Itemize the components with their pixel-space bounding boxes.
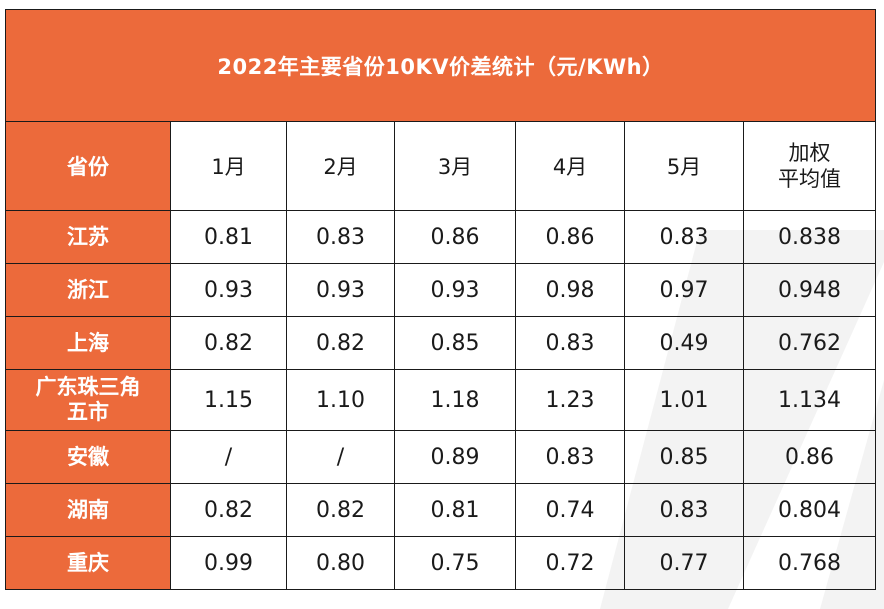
header-weighted-average: 加权 平均值 [743,121,876,211]
province-name-line1: 安徽 [67,444,109,469]
month-value-cell: 0.93 [394,263,516,317]
month-value-cell: 1.10 [286,369,395,431]
month-value-cell: 0.49 [624,316,744,370]
month-value-cell: 0.85 [394,316,516,370]
month-value-cell: 0.86 [394,210,516,264]
table-row: 重庆 0.99 0.80 0.75 0.72 0.77 0.768 [5,536,876,590]
header-month-3: 3月 [394,121,516,211]
table-row: 广东珠三角 五市 1.15 1.10 1.18 1.23 1.01 1.134 [5,369,876,431]
month-value-cell: 0.81 [170,210,287,264]
province-name-line1: 湖南 [67,497,109,522]
province-cell: 安徽 [5,430,171,484]
province-name-line1: 广东珠三角 [35,375,141,399]
month-value-cell: 0.81 [394,483,516,537]
month-value-cell: 0.99 [170,536,287,590]
province-cell: 浙江 [5,263,171,317]
table-row: 上海 0.82 0.82 0.85 0.83 0.49 0.762 [5,316,876,370]
weighted-average-cell: 0.86 [743,430,876,484]
month-value-cell: 0.83 [286,210,395,264]
header-average-line1: 加权 [788,141,831,165]
weighted-average-cell: 0.804 [743,483,876,537]
month-value-cell: / [286,430,395,484]
table-body: 江苏 0.81 0.83 0.86 0.86 0.83 0.838 浙江 0.93 0.93 0.9… [5,210,876,590]
header-month-5: 5月 [624,121,744,211]
table-row: 浙江 0.93 0.93 0.93 0.98 0.97 0.948 [5,263,876,317]
header-month-2: 2月 [286,121,395,211]
header-month-1: 1月 [170,121,287,211]
province-name-line1: 重庆 [67,550,109,575]
province-cell: 广东珠三角 五市 [5,369,171,431]
month-value-cell: 0.83 [624,483,744,537]
month-value-cell: 1.18 [394,369,516,431]
month-value-cell: 0.75 [394,536,516,590]
province-cell: 上海 [5,316,171,370]
price-table: 2022年主要省份10KV价差统计（元/KWh） 省份 1月 2月 3月 4月 … [5,9,876,590]
month-value-cell: / [170,430,287,484]
weighted-average-cell: 0.762 [743,316,876,370]
table-row: 安徽 //0.89 0.83 0.85 0.86 [5,430,876,484]
month-value-cell: 0.74 [515,483,625,537]
header-month-4: 4月 [515,121,625,211]
month-value-cell: 0.83 [515,430,625,484]
month-value-cell: 0.82 [170,483,287,537]
province-cell: 江苏 [5,210,171,264]
month-value-cell: 0.77 [624,536,744,590]
province-name-line1: 江苏 [67,224,109,249]
month-value-cell: 1.23 [515,369,625,431]
title-row: 2022年主要省份10KV价差统计（元/KWh） [5,9,876,122]
month-value-cell: 1.15 [170,369,287,431]
month-value-cell: 0.97 [624,263,744,317]
province-cell: 湖南 [5,483,171,537]
weighted-average-cell: 0.768 [743,536,876,590]
month-value-cell: 0.82 [170,316,287,370]
weighted-average-cell: 0.948 [743,263,876,317]
province-name-line2: 五市 [67,400,109,424]
month-value-cell: 0.83 [624,210,744,264]
month-value-cell: 0.98 [515,263,625,317]
month-value-cell: 0.80 [286,536,395,590]
month-value-cell: 0.85 [624,430,744,484]
month-value-cell: 0.93 [170,263,287,317]
header-average-line2: 平均值 [778,167,841,191]
header-province: 省份 [5,121,171,211]
month-value-cell: 0.89 [394,430,516,484]
table-row: 湖南 0.82 0.82 0.81 0.74 0.83 0.804 [5,483,876,537]
month-value-cell: 0.83 [515,316,625,370]
header-row: 省份 1月 2月 3月 4月 5月 加权 平均值 [5,121,876,211]
month-value-cell: 0.82 [286,483,395,537]
month-value-cell: 0.86 [515,210,625,264]
weighted-average-cell: 1.134 [743,369,876,431]
weighted-average-cell: 0.838 [743,210,876,264]
province-name-line1: 上海 [67,330,109,355]
table-row: 江苏 0.81 0.83 0.86 0.86 0.83 0.838 [5,210,876,264]
table-title: 2022年主要省份10KV价差统计（元/KWh） [5,9,876,122]
month-value-cell: 0.82 [286,316,395,370]
province-name-line1: 浙江 [67,277,109,302]
month-value-cell: 0.72 [515,536,625,590]
province-cell: 重庆 [5,536,171,590]
month-value-cell: 0.93 [286,263,395,317]
month-value-cell: 1.01 [624,369,744,431]
